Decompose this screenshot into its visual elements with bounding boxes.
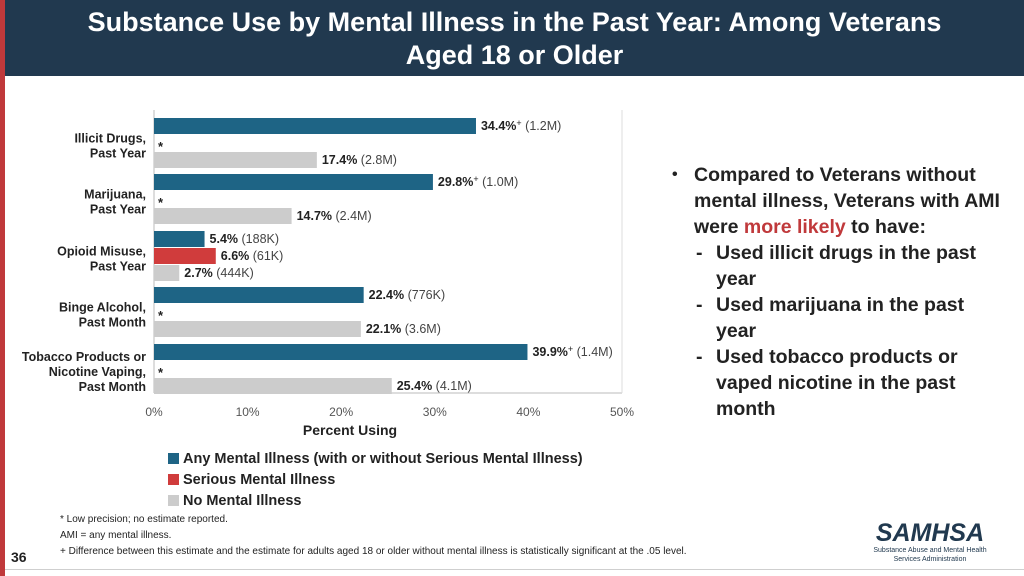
main-bullet-suffix: to have: [845, 216, 926, 238]
main-bullet: • Compared to Veterans without mental il… [672, 162, 1007, 240]
bar [154, 321, 361, 337]
samhsa-logo: SAMHSA Substance Abuse and Mental Health… [870, 520, 990, 564]
category-label: Past Month [79, 380, 146, 394]
bar-value-label: 39.9%+ (1.4M) [532, 344, 612, 359]
x-axis-title: Percent Using [303, 422, 397, 438]
bar [154, 231, 205, 247]
bar [154, 152, 317, 168]
page-title-line2: Aged 18 or Older [405, 40, 624, 70]
category-label: Marijuana, [84, 188, 146, 202]
category-label: Illicit Drugs, [74, 132, 146, 146]
category-label: Past Year [90, 147, 146, 161]
bar-value-label: 25.4% (4.1M) [397, 379, 472, 393]
bar [154, 287, 364, 303]
footnote-low-precision: * Low precision; no estimate reported. [60, 514, 228, 525]
bar [154, 344, 528, 360]
category-label: Past Year [90, 260, 146, 274]
category-label: Nicotine Vaping, [49, 365, 146, 379]
sub-bullet-dash: - [696, 346, 703, 368]
x-tick-label: 40% [516, 405, 540, 419]
logo-sub-line2: Services Administration [893, 556, 967, 563]
sub-bullet-1: - Used illicit drugs in the past year [696, 240, 1007, 292]
bar-value-label: 14.7% (2.4M) [297, 209, 372, 223]
legend-label-none: No Mental Illness [183, 492, 302, 509]
footnote-ami: AMI = any mental illness. [60, 530, 172, 541]
bar-value-label: 22.4% (776K) [369, 288, 445, 302]
bar [154, 248, 216, 264]
bottom-rule [5, 569, 1024, 570]
page-title-line1: Substance Use by Mental Illness in the P… [87, 7, 942, 37]
chart-legend: Any Mental Illness (with or without Seri… [168, 448, 583, 511]
legend-item-serious-mental-illness: Serious Mental Illness [168, 469, 583, 490]
left-accent-bar [0, 0, 5, 576]
bar-value-label: 2.7% (444K) [184, 266, 254, 280]
sub-bullet-3: - Used tobacco products or vaped nicotin… [696, 344, 1007, 422]
main-bullet-text: Compared to Veterans without mental illn… [694, 162, 1007, 240]
serious-estimate-note: * [158, 195, 164, 210]
bar [154, 208, 292, 224]
title-bar: Substance Use by Mental Illness in the P… [5, 0, 1024, 76]
sub-bullet-dash: - [696, 242, 703, 264]
bar-value-label: 17.4% (2.8M) [322, 153, 397, 167]
main-bullet-prefix: Compared to Veterans without mental illn… [694, 164, 1000, 238]
sub-bullet-text: Used tobacco products or vaped nicotine … [716, 346, 958, 420]
x-tick-label: 50% [610, 405, 634, 419]
sub-bullet-2: - Used marijuana in the past year [696, 292, 1007, 344]
footnotes: * Low precision; no estimate reported. A… [60, 512, 687, 560]
logo-sub-line1: Substance Abuse and Mental Health [873, 547, 987, 554]
bar-value-label: 34.4%+ (1.2M) [481, 118, 561, 133]
x-tick-label: 10% [236, 405, 260, 419]
bar [154, 265, 180, 281]
category-label: Past Year [90, 203, 146, 217]
bar-value-label: 29.8%+ (1.0M) [438, 174, 518, 189]
bar-value-label: 5.4% (188K) [210, 232, 280, 246]
main-bullet-highlight: more likely [743, 216, 846, 238]
bar [154, 118, 476, 134]
x-tick-label: 30% [423, 405, 447, 419]
bar-chart: 0% 10% 20% 30% 40% 50% Percent Using Illicit Dr… [22, 110, 634, 438]
serious-estimate-note: * [158, 365, 164, 380]
legend-label-any: Any Mental Illness (with or without Seri… [183, 450, 583, 467]
serious-estimate-note: * [158, 308, 164, 323]
bar-value-label: 6.6% (61K) [221, 249, 284, 263]
sub-bullet-text: Used illicit drugs in the past year [716, 242, 977, 290]
legend-item-any-mental-illness: Any Mental Illness (with or without Seri… [168, 448, 583, 469]
category-label: Tobacco Products or [22, 350, 146, 364]
legend-swatch-any [168, 453, 179, 464]
legend-item-no-mental-illness: No Mental Illness [168, 490, 583, 511]
category-label: Opioid Misuse, [57, 245, 146, 259]
legend-swatch-serious [168, 474, 179, 485]
serious-estimate-note: * [158, 139, 164, 154]
bar [154, 174, 433, 190]
legend-label-serious: Serious Mental Illness [183, 471, 336, 488]
bar [154, 378, 392, 394]
category-label: Binge Alcohol, [59, 301, 146, 315]
logo-word: SAMHSA [875, 519, 985, 547]
footnote-significance: + Difference between this estimate and t… [60, 546, 687, 557]
summary-bullets: • Compared to Veterans without mental il… [672, 162, 1007, 422]
bullet-dot-icon: • [672, 166, 678, 183]
legend-swatch-none [168, 495, 179, 506]
sub-bullet-text: Used marijuana in the past year [716, 294, 965, 342]
slide-number: 36 [11, 549, 27, 565]
sub-bullet-dash: - [696, 294, 703, 316]
x-tick-label: 0% [145, 405, 163, 419]
category-label: Past Month [79, 316, 146, 330]
x-tick-label: 20% [329, 405, 353, 419]
bar-value-label: 22.1% (3.6M) [366, 322, 441, 336]
